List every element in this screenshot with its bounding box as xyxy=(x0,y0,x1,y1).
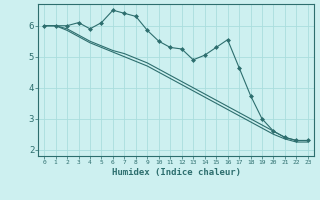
X-axis label: Humidex (Indice chaleur): Humidex (Indice chaleur) xyxy=(111,168,241,177)
